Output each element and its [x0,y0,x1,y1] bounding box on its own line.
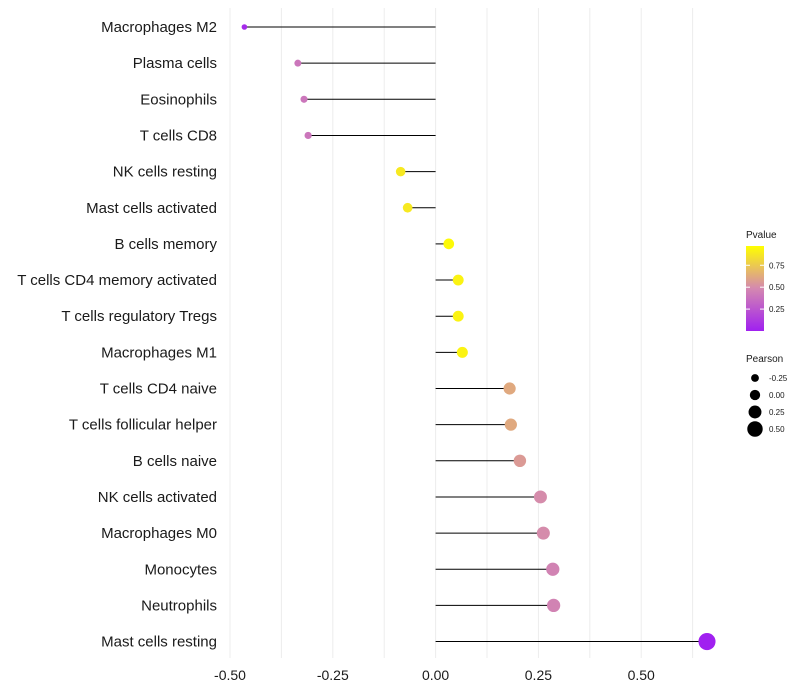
category-label: Mast cells resting [101,634,217,651]
category-labels: Macrophages M2 Plasma cells Eosinophils T c… [17,19,217,651]
lollipop-point [503,382,516,395]
lollipop-point [536,526,550,540]
category-label: T cells regulatory Tregs [61,308,217,325]
pearson-legend-title: Pearson [746,354,783,365]
pvalue-color-legend: Pvalue 0.25 0.50 0.75 [746,230,785,331]
lollipop-point [533,490,547,504]
lollipop-point [304,131,312,140]
category-label: Neutrophils [141,597,217,614]
x-tick-label: 0.00 [422,667,449,683]
lollipop-point [698,633,716,651]
lollipop-point [546,598,561,613]
grid-lines [229,8,694,658]
category-label: T cells follicular helper [69,417,217,434]
size-legend-dot [747,421,763,437]
lollipop-points [241,24,716,651]
lollipop-point [452,274,464,286]
x-tick-label: 0.25 [525,667,552,683]
category-label: Eosinophils [140,91,217,108]
colorbar-tick-label: 0.50 [769,283,785,292]
size-legend-dot [749,389,761,401]
lollipop-point [452,310,464,322]
category-label: Macrophages M1 [101,344,217,361]
x-tick-label: 0.50 [628,667,655,683]
lollipop-point [456,346,468,358]
size-legend-label: 0.50 [769,425,785,434]
x-axis-tick-labels: -0.50 -0.25 0.00 0.25 0.50 [214,667,655,683]
category-label: Mast cells activated [86,200,217,217]
category-label: NK cells resting [113,164,217,181]
size-legend-label: -0.25 [769,374,788,383]
category-label: Monocytes [144,561,217,578]
lollipop-point [504,418,517,431]
colorbar-tick-label: 0.75 [769,261,785,270]
lollipop-stems [244,26,707,643]
lollipop-point [300,95,308,103]
category-label: T cells CD8 [140,127,217,144]
category-label: NK cells activated [98,489,217,506]
category-label: B cells memory [114,236,217,253]
lollipop-point [443,238,455,250]
size-legend-dot [748,405,762,419]
lollipop-point [241,24,248,30]
size-legend-dot [751,374,759,382]
lollipop-point [294,59,302,67]
lollipop-point [546,562,560,576]
lollipop-point [513,454,527,468]
category-label: Macrophages M2 [101,19,217,36]
pearson-size-legend: Pearson -0.25 0.00 0.25 0.50 [746,354,788,437]
category-label: T cells CD4 memory activated [17,272,217,289]
category-label: Macrophages M0 [101,525,217,542]
category-label: B cells naive [133,453,217,470]
size-legend-label: 0.00 [769,391,785,400]
colorbar-tick-label: 0.25 [769,305,785,314]
category-label: Plasma cells [133,55,217,72]
size-legend-label: 0.25 [769,408,785,417]
pvalue-legend-title: Pvalue [746,230,777,241]
x-tick-label: -0.50 [214,667,246,683]
x-tick-label: -0.25 [317,667,349,683]
lollipop-point [402,202,413,213]
lollipop-point [395,166,406,177]
pvalue-colorbar [746,246,764,331]
category-label: T cells CD4 naive [100,381,217,398]
